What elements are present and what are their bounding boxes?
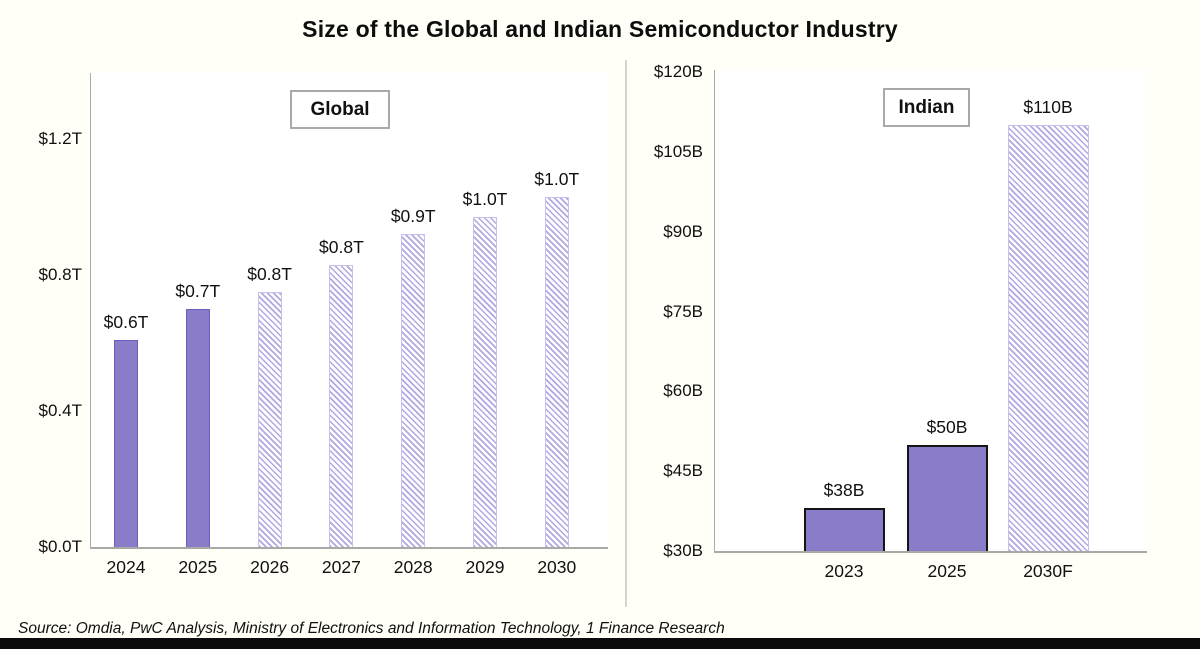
x-tick-label: 2024 — [106, 557, 146, 577]
y-tick-label: $0.4T — [38, 401, 82, 420]
y-tick-label: $0.0T — [38, 537, 82, 556]
y-tick-label: $0.8T — [38, 265, 82, 284]
y-tick-label: $60B — [663, 381, 703, 401]
y-tick-label: $90B — [663, 221, 703, 241]
bar-value-label: $0.8T — [319, 236, 364, 257]
y-tick-label: $105B — [653, 141, 703, 161]
x-tick-label: 2025 — [927, 561, 967, 581]
x-tick-label: 2028 — [393, 557, 433, 577]
legend-global: Global — [290, 90, 390, 129]
x-tick-label: 2029 — [465, 557, 505, 577]
indian-y-axis — [714, 70, 715, 552]
page-title: Size of the Global and Indian Semiconduc… — [302, 16, 898, 42]
bar-2023 — [803, 508, 885, 551]
bar-2028 — [401, 234, 426, 547]
bar-value-label: $38B — [823, 480, 865, 501]
legend-indian: Indian — [883, 88, 970, 127]
bar-2027 — [329, 264, 354, 547]
bar-2030 — [544, 196, 569, 547]
y-tick-label: $120B — [653, 62, 703, 81]
source-note: Source: Omdia, PwC Analysis, Ministry of… — [18, 620, 725, 637]
indian-x-axis — [714, 551, 1147, 553]
bar-2025 — [185, 309, 210, 547]
bar-value-label: $1.0T — [534, 168, 580, 189]
global-y-axis — [90, 73, 91, 548]
bar-2029 — [473, 217, 497, 547]
bottom-black-bar — [0, 638, 1200, 649]
x-tick-label: 2030 — [537, 557, 577, 577]
bar-2025 — [906, 444, 988, 551]
y-tick-label: $30B — [663, 541, 703, 560]
bar-value-label: $0.8T — [247, 264, 292, 284]
y-tick-label: $1.2T — [38, 129, 82, 148]
x-tick-label: 2023 — [824, 561, 864, 581]
global-x-axis — [90, 547, 608, 549]
y-tick-label: $45B — [663, 461, 703, 481]
bar-value-label: $1.0T — [462, 189, 508, 210]
panel-divider — [625, 60, 627, 607]
bar-value-label: $50B — [926, 416, 968, 437]
bar-2026 — [257, 292, 282, 547]
bar-value-label: $0.7T — [175, 281, 221, 301]
x-tick-label: 2027 — [321, 557, 361, 577]
bar-2024 — [114, 339, 138, 547]
y-tick-label: $75B — [663, 301, 703, 321]
bar-value-label: $0.6T — [103, 311, 149, 332]
bar-value-label: $0.9T — [390, 206, 436, 227]
x-tick-label: 2030F — [1023, 561, 1073, 581]
x-tick-label: 2025 — [178, 557, 218, 577]
x-tick-label: 2026 — [250, 557, 290, 577]
bar-2030F — [1007, 125, 1089, 551]
bar-value-label: $110B — [1023, 97, 1073, 118]
